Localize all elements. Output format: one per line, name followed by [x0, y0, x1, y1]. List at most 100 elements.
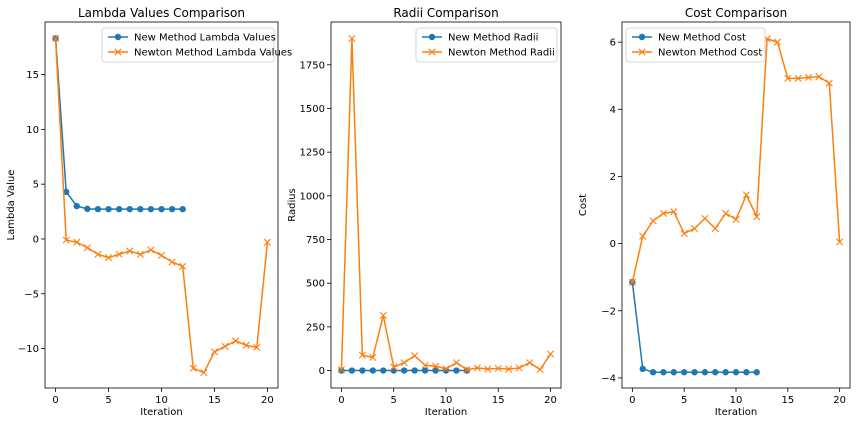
data-point [242, 341, 250, 349]
y-tick-label: 1750 [300, 60, 325, 71]
legend-marker [428, 33, 436, 41]
x-tick-label: 10 [440, 395, 453, 406]
data-point [421, 361, 429, 369]
data-point [126, 247, 134, 255]
x-tick-label: 0 [629, 395, 635, 406]
data-point [348, 367, 356, 374]
data-point [126, 205, 133, 213]
chart-panel-1: Lambda Values Comparison 0 5 10 15 20 −10 −5 0 5 1… [6, 6, 292, 418]
x-tick-label: 20 [544, 395, 557, 406]
data-point [62, 236, 70, 244]
data-point [494, 364, 502, 373]
legend: New Method Radii Newton Method Radii [415, 27, 558, 63]
data-point [670, 208, 678, 216]
data-point [369, 367, 377, 374]
x-tick-label: 10 [155, 395, 168, 406]
x-tick-label: 15 [208, 395, 221, 406]
data-point [659, 209, 668, 217]
data-point [680, 229, 688, 238]
data-point [337, 366, 346, 374]
y-tick-label: 15 [26, 70, 39, 81]
data-point [773, 38, 782, 46]
data-point [369, 353, 377, 362]
chart-panel-2: Radii Comparison 0 5 10 15 20 0 250 500 750 1000 12… [287, 6, 562, 418]
data-point [742, 191, 750, 199]
data-point [147, 205, 155, 213]
x-tick-label: 10 [730, 395, 743, 406]
data-point [784, 74, 792, 82]
data-point [62, 188, 70, 196]
y-axis-label: Radius [287, 188, 298, 222]
data-point [639, 232, 647, 240]
data-point [680, 369, 688, 376]
data-point [743, 369, 750, 376]
legend-entry: New Method Radii [422, 33, 538, 44]
legend-marker [114, 33, 122, 41]
x-tick-label: 5 [681, 395, 687, 406]
data-point [210, 348, 219, 356]
data-point [348, 35, 356, 43]
legend: New Method Lambda Values Newton Method La… [101, 27, 292, 63]
legend-box [625, 27, 766, 63]
data-point [701, 369, 709, 376]
data-point [94, 205, 102, 213]
chart-title: Cost Comparison [685, 6, 787, 20]
data-point [484, 365, 492, 373]
data-point [526, 359, 534, 367]
legend-label: New Method Cost [658, 33, 746, 44]
series-new-method [338, 367, 471, 374]
series-line [631, 282, 757, 373]
legend-label: New Method Lambda Values [134, 33, 276, 44]
axes-frame [44, 21, 279, 389]
data-point [84, 205, 91, 213]
y-tick-label: 0 [610, 239, 616, 250]
x-tick-label: 15 [492, 395, 505, 406]
data-point [158, 205, 165, 213]
data-point [137, 205, 144, 213]
legend-marker [638, 48, 646, 56]
x-tick-label: 5 [105, 395, 111, 406]
data-point [660, 369, 667, 376]
data-point [691, 369, 698, 376]
data-point [115, 205, 123, 213]
data-point [221, 342, 229, 350]
data-point [639, 365, 646, 373]
data-point [452, 359, 461, 367]
legend-entry: New Method Cost [632, 33, 746, 44]
series-newton-method [52, 34, 271, 377]
data-point [712, 369, 719, 376]
y-axis-label: Lambda Value [6, 170, 17, 241]
data-point [147, 246, 155, 254]
data-point [701, 214, 709, 223]
y-tick-label: 250 [306, 322, 325, 333]
data-point [338, 367, 345, 374]
data-point [794, 74, 802, 82]
chart-panel-3: Cost Comparison 0 5 10 15 20 −4 −2 0 2 4 6 Iteration… [578, 6, 851, 418]
axes-frame [621, 21, 851, 389]
legend-label: Newton Method Cost [658, 48, 762, 59]
y-tick-label: 750 [306, 235, 325, 246]
data-point [815, 73, 823, 81]
data-point [711, 224, 719, 233]
data-point [753, 213, 761, 221]
data-point [390, 367, 397, 374]
data-point [359, 367, 366, 374]
data-point [115, 250, 123, 258]
data-point [670, 369, 678, 376]
data-point [157, 251, 166, 259]
data-point [515, 364, 523, 372]
y-tick-label: 5 [33, 180, 39, 191]
data-point [179, 262, 187, 270]
data-point [83, 244, 91, 252]
legend-entry: New Method Lambda Values [108, 33, 276, 44]
data-point [390, 363, 398, 371]
data-point [136, 250, 144, 258]
data-point [732, 369, 740, 376]
data-point [649, 217, 657, 225]
data-point [94, 250, 102, 258]
y-tick-label: −5 [24, 289, 39, 300]
data-point [505, 365, 513, 373]
series-line [631, 37, 841, 283]
data-point [536, 366, 544, 374]
data-point [722, 369, 729, 376]
